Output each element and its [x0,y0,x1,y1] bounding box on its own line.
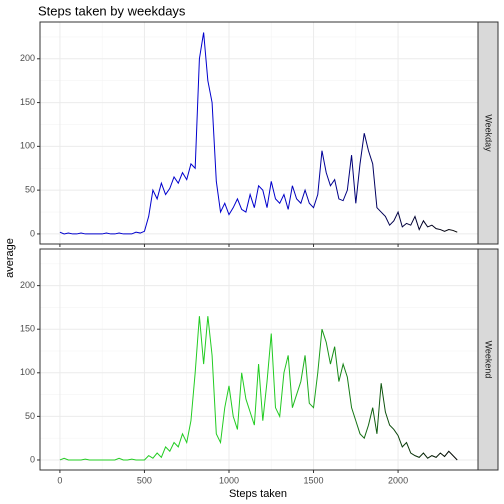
strip [477,21,499,245]
data-line [59,32,458,235]
y-tick-label: 100 [20,367,35,377]
y-tick-label: 150 [20,97,35,107]
y-tick-label: 0 [30,454,35,464]
y-tick-label: 0 [30,228,35,238]
y-tick-label: 50 [25,411,35,421]
strip [477,248,499,471]
y-tick-label: 200 [20,280,35,290]
y-tick-label: 200 [20,53,35,63]
y-axis-label: average [4,238,16,278]
data-line [59,316,458,461]
y-tick-label: 150 [20,324,35,334]
x-tick-label: 2000 [388,475,408,485]
strip-label: Weekend [484,341,494,379]
x-tick-label: 1500 [304,475,324,485]
y-tick-label: 50 [25,185,35,195]
chart-title: Steps taken by weekdays [38,3,186,18]
x-tick-label: 0 [57,475,62,485]
x-tick-label: 500 [137,475,152,485]
panel-border [39,248,479,471]
x-tick-label: 1000 [219,475,239,485]
strip-label: Weekday [484,114,494,152]
panel-border [39,21,479,245]
y-tick-label: 100 [20,141,35,151]
x-axis-label: Steps taken [229,488,287,500]
